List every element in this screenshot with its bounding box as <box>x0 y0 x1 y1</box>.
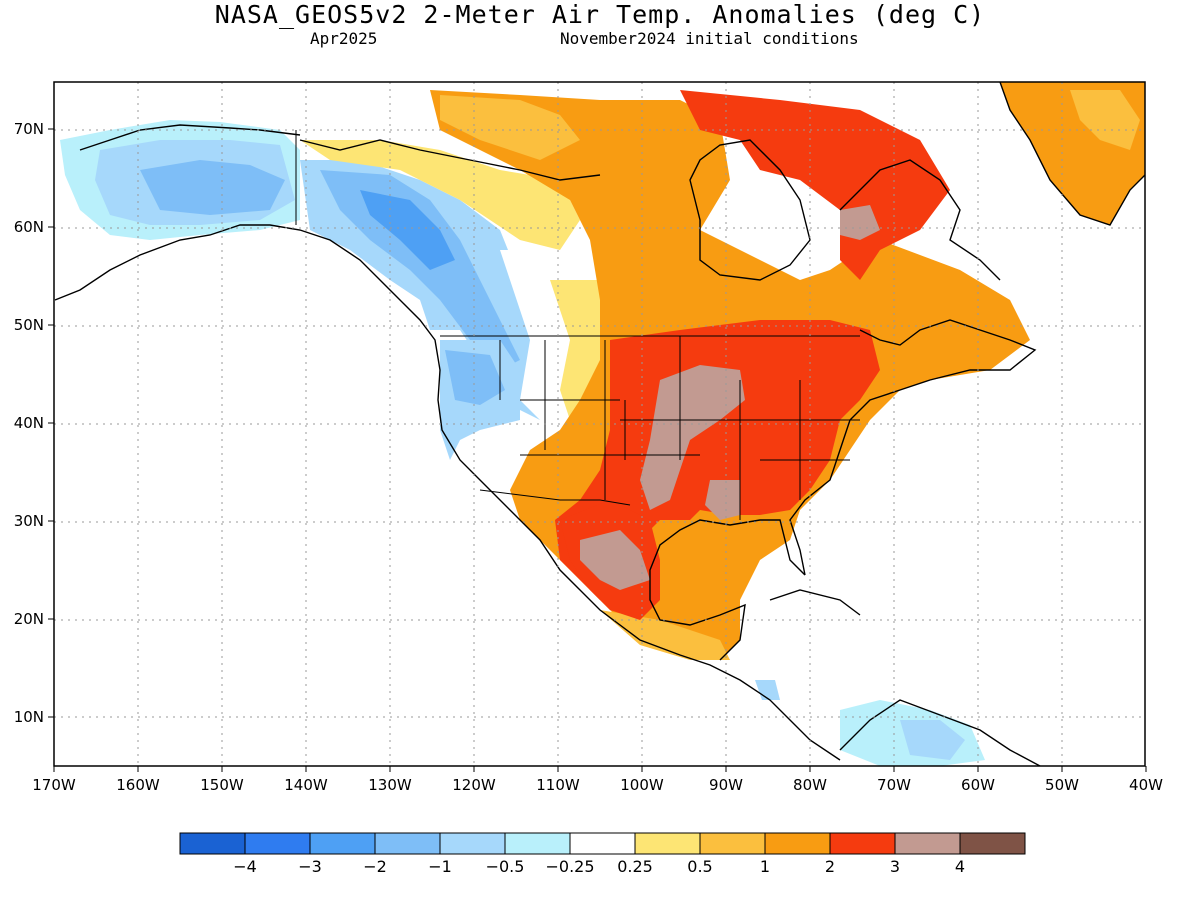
colorbar-label: −0.5 <box>486 857 525 876</box>
anomaly-region-veryhot-mexico <box>580 530 650 590</box>
anomaly-region-caribbean-core <box>900 720 965 760</box>
colorbar-swatch <box>699 832 766 855</box>
border-us-mexico <box>479 489 631 506</box>
coast-labrador <box>839 159 1001 281</box>
lon-label: 90W <box>709 776 743 794</box>
lat-label: 60N <box>14 218 44 236</box>
colorbar-label: 1 <box>760 857 770 876</box>
colorbar-swatch <box>309 832 376 855</box>
coast-alaska <box>54 224 841 761</box>
valid-month: Apr2025 <box>310 29 378 48</box>
colorbar: −4 −3 −2 −1 −0.5 −0.25 0.25 0.5 1 2 3 4 <box>179 832 1026 876</box>
lat-label: 50N <box>14 316 44 334</box>
colorbar-swatch <box>764 832 831 855</box>
colorbar-label: −1 <box>428 857 452 876</box>
lat-label: 40N <box>14 414 44 432</box>
anomaly-fill <box>60 82 1145 766</box>
anomaly-region-veryhot-midwest <box>640 365 745 510</box>
coastlines <box>54 82 1145 766</box>
lon-label: 60W <box>961 776 995 794</box>
colorbar-label: −0.25 <box>545 857 594 876</box>
anomaly-region-veryhot-labrador <box>840 205 880 240</box>
colorbar-swatch <box>244 832 311 855</box>
colorbar-swatch <box>894 832 961 855</box>
colorbar-label: 3 <box>890 857 900 876</box>
anomaly-region-greenland-light <box>1070 90 1140 150</box>
colorbar-label: −2 <box>363 857 387 876</box>
anomaly-region-hot-east-canada <box>680 90 950 280</box>
lat-label: 20N <box>14 610 44 628</box>
border-state-lines-1 <box>499 336 860 520</box>
lon-label: 120W <box>452 776 496 794</box>
colorbar-swatch <box>569 832 636 855</box>
lon-label: 150W <box>200 776 244 794</box>
coast-greenland <box>999 82 1145 226</box>
coast-us-east <box>789 319 1037 576</box>
coast-arctic <box>299 139 601 181</box>
colorbar-swatch <box>634 832 701 855</box>
coast-alaska-north <box>79 124 301 151</box>
lon-label: 140W <box>284 776 328 794</box>
colorbar-swatch <box>504 832 571 855</box>
colorbar-swatch <box>829 832 896 855</box>
anomaly-region-warm-light <box>440 95 580 160</box>
colorbar-label: 0.5 <box>687 857 712 876</box>
anomaly-region-warm-gulf <box>600 610 730 660</box>
state-borders <box>295 130 860 520</box>
colorbar-label: 0.25 <box>617 857 653 876</box>
colorbar-label: −3 <box>298 857 322 876</box>
colorbar-label: −4 <box>233 857 257 876</box>
lon-label: 170W <box>32 776 76 794</box>
lat-label: 10N <box>14 708 44 726</box>
colorbar-swatch <box>374 832 441 855</box>
coast-south-america <box>839 699 1041 766</box>
init-conditions: November2024 initial conditions <box>560 29 859 48</box>
axis-ticks: 170W 160W 150W 140W 130W 120W 110W 100W 90W 80W 70… <box>14 120 1163 794</box>
colorbar-swatch <box>959 832 1026 855</box>
coast-cuba <box>769 589 861 616</box>
colorbar-label: 2 <box>825 857 835 876</box>
chart-title: NASA_GEOS5v2 2-Meter Air Temp. Anomalies… <box>214 0 986 29</box>
lat-label: 30N <box>14 512 44 530</box>
lon-label: 80W <box>793 776 827 794</box>
colorbar-swatch <box>439 832 506 855</box>
lat-label: 70N <box>14 120 44 138</box>
lon-label: 160W <box>116 776 160 794</box>
lon-label: 70W <box>877 776 911 794</box>
anomaly-region-bc-core <box>360 190 455 270</box>
colorbar-label: 4 <box>955 857 965 876</box>
coast-hudson-bay <box>689 139 811 281</box>
map-frame <box>53 81 1146 767</box>
anomaly-region-alaska-core <box>140 160 285 215</box>
coast-gulf <box>649 519 806 661</box>
anomaly-region-uswest-core <box>445 350 505 405</box>
lon-label: 50W <box>1045 776 1079 794</box>
lon-label: 130W <box>368 776 412 794</box>
anomaly-region-veryhot-south <box>705 480 740 520</box>
colorbar-swatch <box>179 832 246 855</box>
lon-label: 40W <box>1129 776 1163 794</box>
lon-label: 100W <box>620 776 664 794</box>
anomaly-region-yellow-north <box>300 140 580 250</box>
anomaly-region-bc <box>320 170 520 370</box>
lon-label: 110W <box>536 776 580 794</box>
